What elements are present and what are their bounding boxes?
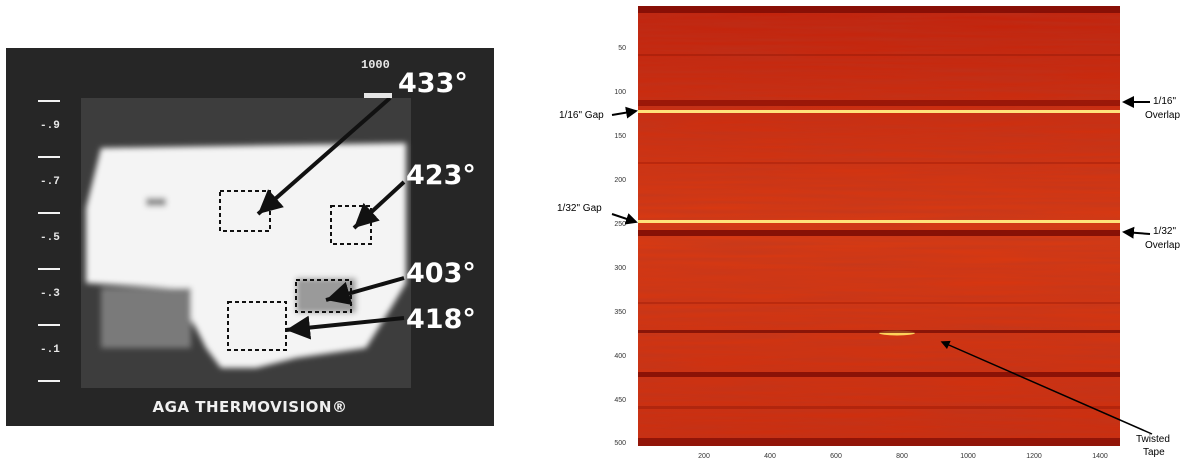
arrow-overlap-32 bbox=[1122, 226, 1151, 239]
scale-tick bbox=[38, 156, 60, 158]
scale-label: -.3 bbox=[40, 288, 60, 300]
y-tick-400: 400 bbox=[614, 353, 626, 360]
x-tick-1400: 1400 bbox=[1092, 453, 1108, 460]
pointer-arrow bbox=[352, 180, 406, 230]
label-twisted-line2: Tape bbox=[1143, 447, 1165, 458]
y-tick-450: 450 bbox=[614, 397, 626, 404]
scale-tick bbox=[38, 380, 60, 382]
label-twisted-line1: Twisted bbox=[1136, 434, 1170, 445]
label-overlap-1-32-line1: 1/32" bbox=[1153, 226, 1177, 237]
thermal-scene bbox=[6, 48, 494, 426]
heatmap-figure: 50 100 150 200 250 300 350 400 450 500 2… bbox=[552, 2, 1183, 461]
x-tick-200: 200 bbox=[698, 453, 710, 460]
y-tick-200: 200 bbox=[614, 177, 626, 184]
x-tick-400: 400 bbox=[764, 453, 776, 460]
label-overlap-1-32-line2: Overlap bbox=[1145, 240, 1181, 251]
y-tick-150: 150 bbox=[614, 133, 626, 140]
scale-tick bbox=[38, 324, 60, 326]
temperature-423: 423° bbox=[406, 160, 476, 191]
x-tick-600: 600 bbox=[830, 453, 842, 460]
x-tick-1200: 1200 bbox=[1026, 453, 1042, 460]
overlap-line-1-32 bbox=[638, 220, 1120, 223]
x-tick-1000: 1000 bbox=[960, 453, 976, 460]
label-gap-1-32: 1/32" Gap bbox=[557, 203, 602, 214]
label-overlap-1-16-line1: 1/16" bbox=[1153, 96, 1177, 107]
y-tick-50: 50 bbox=[618, 45, 626, 52]
overlap-line-1-16 bbox=[638, 110, 1120, 113]
arrow-gap-32 bbox=[611, 213, 638, 225]
pointer-arrow bbox=[285, 315, 405, 340]
label-overlap-1-16-line2: Overlap bbox=[1145, 110, 1181, 121]
y-tick-300: 300 bbox=[614, 265, 626, 272]
temperature-433: 433° bbox=[398, 68, 468, 99]
y-tick-100: 100 bbox=[614, 89, 626, 96]
brand-caption: AGA THERMOVISION® bbox=[152, 398, 348, 416]
heatmap-canvas: 50 100 150 200 250 300 350 400 450 500 2… bbox=[611, 6, 1153, 460]
scale-tick bbox=[38, 100, 60, 102]
scale-max-label: 1000 bbox=[361, 58, 390, 72]
temperature-418: 418° bbox=[406, 304, 476, 335]
label-gap-1-16: 1/16" Gap bbox=[559, 110, 604, 121]
arrow-twisted bbox=[940, 340, 1153, 435]
scale-label: -.1 bbox=[40, 344, 60, 356]
roi-box bbox=[227, 301, 287, 351]
thermovision-image: -.9 -.7 -.5 -.3 -.1 1000 433° 423° 403° … bbox=[6, 48, 494, 426]
scale-tick bbox=[38, 268, 60, 270]
pointer-arrow bbox=[256, 96, 392, 216]
scale-label: -.5 bbox=[40, 232, 60, 244]
arrow-gap-16 bbox=[611, 106, 638, 119]
pointer-arrow bbox=[325, 276, 405, 306]
x-tick-800: 800 bbox=[896, 453, 908, 460]
scale-tick bbox=[38, 212, 60, 214]
y-tick-250: 250 bbox=[614, 221, 626, 228]
temperature-403: 403° bbox=[406, 258, 476, 289]
y-tick-500: 500 bbox=[614, 440, 626, 447]
y-tick-350: 350 bbox=[614, 309, 626, 316]
scale-label: -.7 bbox=[40, 176, 60, 188]
scale-label: -.9 bbox=[40, 120, 60, 132]
